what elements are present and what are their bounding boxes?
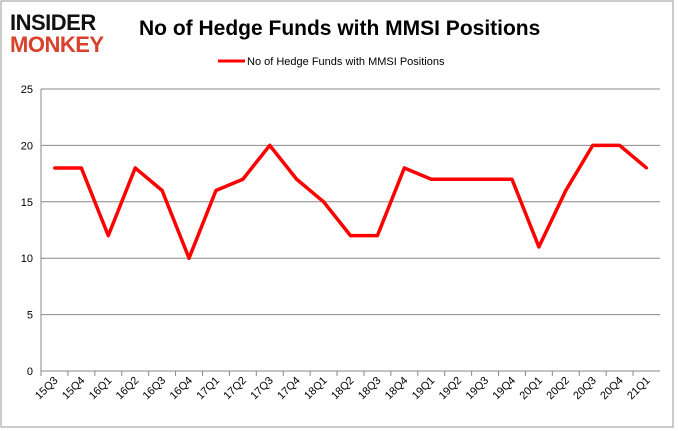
data-point — [133, 166, 137, 170]
data-point — [241, 177, 245, 181]
logo-line2: MONKEY — [10, 32, 104, 57]
legend-label: No of Hedge Funds with MMSI Positions — [247, 56, 445, 68]
data-point — [429, 177, 433, 181]
data-point — [106, 234, 110, 238]
data-point — [52, 166, 56, 170]
y-tick-label: 5 — [27, 310, 33, 322]
data-point — [187, 256, 191, 260]
data-point — [618, 143, 622, 147]
data-point — [510, 177, 514, 181]
data-point — [322, 200, 326, 204]
data-point — [591, 143, 595, 147]
data-point — [537, 245, 541, 249]
data-point — [349, 234, 352, 238]
data-point — [268, 143, 272, 147]
y-tick-label: 20 — [21, 140, 33, 152]
data-point — [214, 189, 218, 193]
insider-monkey-logo: INSIDER MONKEY — [10, 10, 105, 57]
legend: No of Hedge Funds with MMSI Positions — [218, 56, 445, 68]
data-point — [564, 189, 568, 193]
data-point — [456, 177, 460, 181]
y-tick-label: 25 — [21, 84, 33, 96]
data-point — [402, 166, 406, 170]
y-tick-label: 0 — [27, 366, 33, 378]
y-tick-label: 15 — [21, 197, 33, 209]
data-point — [79, 166, 83, 170]
data-point — [375, 234, 379, 238]
logo-line1: INSIDER — [10, 10, 96, 35]
data-point — [295, 177, 299, 181]
data-point — [483, 177, 487, 181]
y-tick-label: 10 — [21, 253, 33, 265]
data-point — [645, 166, 649, 170]
data-point — [160, 189, 164, 193]
chart-title: No of Hedge Funds with MMSI Positions — [139, 17, 540, 40]
